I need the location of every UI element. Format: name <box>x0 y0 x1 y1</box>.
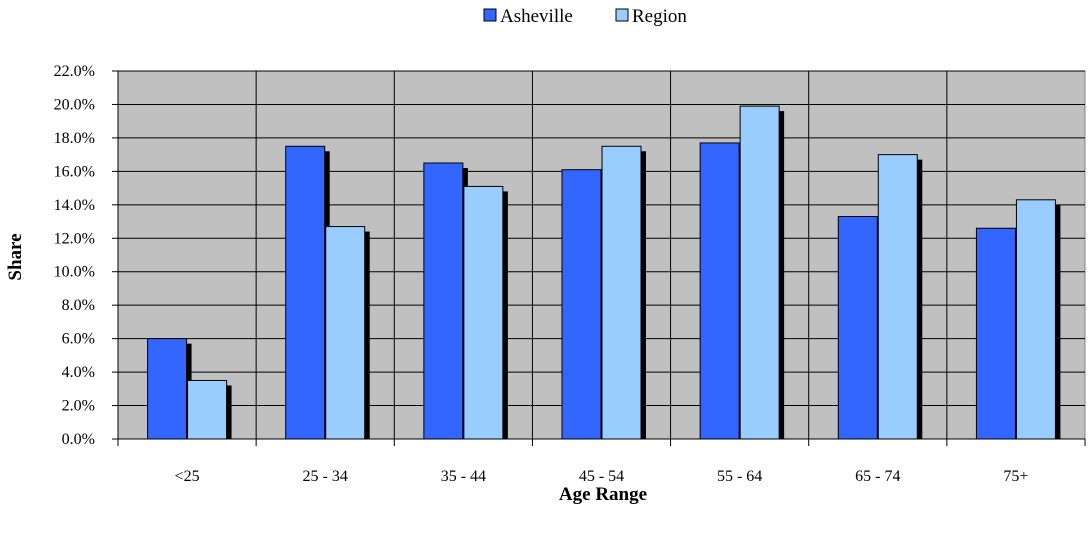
gridlines <box>118 70 1085 439</box>
x-tick-label: 35 - 44 <box>441 468 486 485</box>
legend-label: Asheville <box>500 6 573 27</box>
bar <box>699 142 740 440</box>
x-tick-label: <25 <box>175 468 200 485</box>
y-tick-label: 4.0% <box>62 364 95 381</box>
y-tick-label: 20.0% <box>54 96 95 113</box>
x-tick-labels: <25 25 - 34 35 - 44 45 - 54 55 - 64 65 - 74 75… <box>175 468 1029 485</box>
bar <box>837 216 878 440</box>
y-tick-label: 14.0% <box>54 197 95 214</box>
bar <box>877 154 918 440</box>
bar <box>601 145 642 440</box>
y-tick-label: 16.0% <box>54 163 95 180</box>
axes <box>112 70 1086 446</box>
y-tick-label: 18.0% <box>54 130 95 147</box>
y-axis-title: Share <box>5 233 26 280</box>
bar <box>561 169 602 440</box>
bar <box>463 185 504 440</box>
bar <box>739 105 780 440</box>
bar <box>423 162 464 440</box>
bar <box>285 145 326 440</box>
x-tick-label: 25 - 34 <box>303 468 348 485</box>
x-tick-label: 75+ <box>1003 468 1028 485</box>
bar <box>325 226 366 440</box>
legend-swatch <box>483 8 497 22</box>
x-tick-label: 55 - 64 <box>717 468 762 485</box>
bar <box>147 338 188 440</box>
y-tick-label: 12.0% <box>54 230 95 247</box>
x-tick-label: 45 - 54 <box>579 468 624 485</box>
bar <box>1015 199 1056 440</box>
y-tick-labels: 0.0% 2.0% 4.0% 6.0% 8.0% 10.0% 12.0% 14.0% 16.0%… <box>54 63 95 448</box>
legend-swatch <box>615 8 629 22</box>
y-tick-label: 6.0% <box>62 331 95 348</box>
y-tick-label: 2.0% <box>62 398 95 415</box>
x-axis-title: Age Range <box>559 484 647 505</box>
y-tick-label: 22.0% <box>54 63 95 80</box>
bar <box>975 227 1016 440</box>
bars <box>147 105 1061 440</box>
y-tick-label: 8.0% <box>62 297 95 314</box>
bar <box>187 379 228 440</box>
y-tick-label: 0.0% <box>62 431 95 448</box>
legend: Asheville Region <box>483 6 687 27</box>
x-tick-label: 65 - 74 <box>855 468 900 485</box>
legend-label: Region <box>632 6 687 27</box>
y-tick-label: 10.0% <box>54 264 95 281</box>
